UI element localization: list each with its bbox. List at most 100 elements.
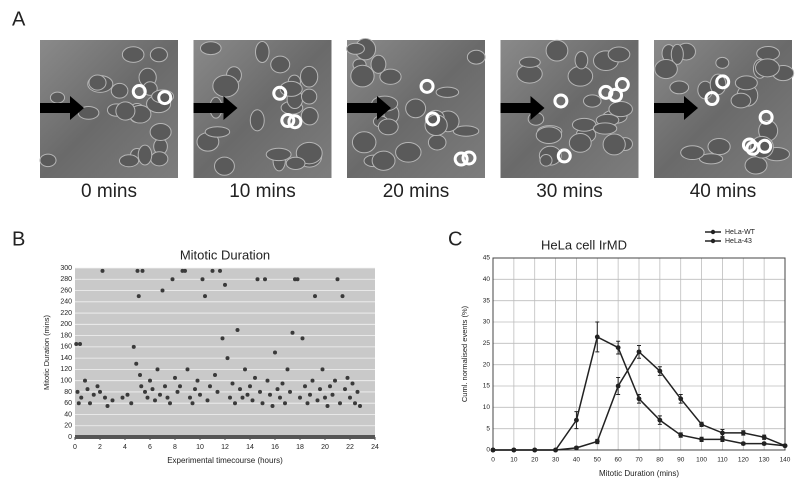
point xyxy=(198,392,202,397)
x-tick-label: 120 xyxy=(738,457,749,464)
caption: 20 mins xyxy=(383,181,450,202)
cell xyxy=(370,54,387,74)
x-tick-label: 80 xyxy=(656,457,664,464)
point xyxy=(140,268,145,273)
y-tick-label: 160 xyxy=(60,344,72,351)
y-tick-label: 40 xyxy=(483,276,491,283)
point xyxy=(340,294,345,299)
x-tick-label: 0 xyxy=(491,457,495,464)
y-tick-label: 200 xyxy=(60,321,72,328)
point xyxy=(343,387,347,392)
point xyxy=(280,381,285,386)
cell xyxy=(49,91,66,104)
point xyxy=(253,375,257,380)
point xyxy=(213,373,217,378)
point xyxy=(210,268,215,273)
point xyxy=(95,384,100,389)
point xyxy=(353,401,357,406)
point xyxy=(310,378,315,383)
point xyxy=(195,378,200,383)
micrograph xyxy=(193,40,332,178)
cell xyxy=(539,154,553,167)
point xyxy=(290,330,295,335)
marker xyxy=(615,345,621,350)
y-tick-label: 15 xyxy=(483,383,491,390)
rounded-cell xyxy=(453,151,469,167)
point xyxy=(228,395,232,400)
x-tick-label: 22 xyxy=(346,444,354,451)
cell xyxy=(249,109,265,132)
y-tick-label: 260 xyxy=(60,287,72,294)
point xyxy=(358,404,362,409)
y-tick-label: 100 xyxy=(60,378,72,385)
point xyxy=(218,268,222,273)
point xyxy=(238,387,242,392)
point xyxy=(135,268,140,273)
cell xyxy=(715,56,730,69)
point xyxy=(283,401,287,406)
point xyxy=(153,398,157,403)
cell xyxy=(346,42,365,55)
arrow xyxy=(193,96,238,120)
rounded-cell xyxy=(758,109,774,125)
rounded-cell xyxy=(704,91,720,107)
cell xyxy=(300,106,319,126)
marker xyxy=(740,441,746,446)
rounded-cell xyxy=(614,77,630,93)
point xyxy=(178,384,182,389)
cell xyxy=(427,134,447,151)
y-tick-label: 120 xyxy=(60,366,72,373)
point xyxy=(338,401,342,406)
point xyxy=(235,327,240,332)
y-tick-label: 20 xyxy=(64,423,72,430)
x-axis-label: Experimental timecourse (hours) xyxy=(167,456,283,465)
cell xyxy=(405,98,427,119)
panel-label: C xyxy=(448,228,462,250)
marker xyxy=(594,334,600,340)
cell xyxy=(756,46,780,61)
marker xyxy=(761,441,767,446)
cell xyxy=(213,156,235,176)
point xyxy=(145,395,150,400)
cell xyxy=(350,64,375,88)
x-tick-label: 0 xyxy=(73,444,77,451)
point xyxy=(273,350,277,355)
point xyxy=(323,395,327,400)
point xyxy=(325,404,330,409)
point xyxy=(185,367,190,372)
caption: 30 mins xyxy=(536,181,603,202)
cell xyxy=(654,59,678,80)
micrograph xyxy=(500,39,639,178)
point xyxy=(348,395,352,400)
rounded-cell xyxy=(598,84,614,100)
chart-title: HeLa cell IrMD xyxy=(541,237,627,252)
x-tick-label: 100 xyxy=(696,457,707,464)
x-axis-bar xyxy=(75,435,375,439)
cell xyxy=(199,41,222,56)
cell xyxy=(669,80,690,95)
point xyxy=(134,361,139,366)
point xyxy=(355,389,360,394)
cell xyxy=(255,40,270,64)
rounded-cell xyxy=(157,90,173,106)
y-tick-label: 0 xyxy=(486,447,490,454)
point xyxy=(200,277,205,282)
arrow xyxy=(347,96,391,120)
cell xyxy=(435,86,460,98)
cell xyxy=(680,145,705,161)
y-tick-label: 20 xyxy=(483,361,491,368)
x-tick-label: 60 xyxy=(615,457,623,464)
point xyxy=(245,392,250,397)
cell xyxy=(571,117,597,132)
marker xyxy=(511,447,517,453)
point xyxy=(173,375,177,380)
point xyxy=(74,342,79,347)
point xyxy=(298,395,302,400)
point xyxy=(165,395,170,400)
cell xyxy=(602,133,626,156)
point xyxy=(188,395,192,400)
caption: 0 mins xyxy=(81,181,137,202)
point xyxy=(75,389,80,394)
legend-marker xyxy=(710,238,716,244)
